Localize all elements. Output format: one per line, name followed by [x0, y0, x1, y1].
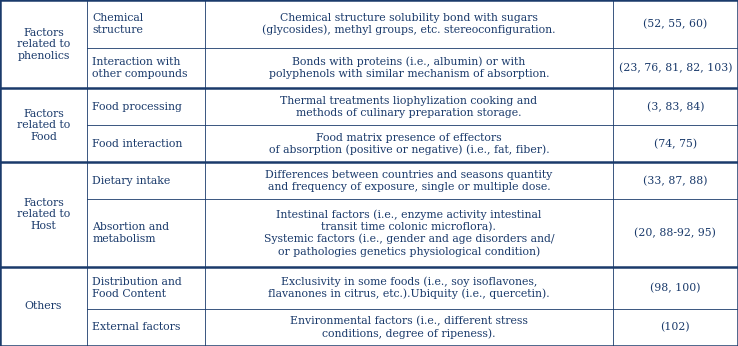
Text: Bonds with proteins (i.e., albumin) or with
polyphenols with similar mechanism o: Bonds with proteins (i.e., albumin) or w… [269, 57, 549, 79]
Text: Others: Others [25, 301, 62, 311]
Text: (23, 76, 81, 82, 103): (23, 76, 81, 82, 103) [618, 63, 732, 73]
Text: (52, 55, 60): (52, 55, 60) [643, 19, 708, 29]
Text: Food processing: Food processing [92, 102, 182, 112]
Text: (98, 100): (98, 100) [650, 283, 700, 293]
Text: Chemical
structure: Chemical structure [92, 13, 143, 35]
Text: Factors
related to
phenolics: Factors related to phenolics [17, 28, 70, 61]
Text: Thermal treatments liophylization cooking and
methods of culinary preparation st: Thermal treatments liophylization cookin… [280, 96, 537, 118]
Text: External factors: External factors [92, 322, 181, 333]
Text: Exclusivity in some foods (i.e., soy isoflavones,
flavanones in citrus, etc.).Ub: Exclusivity in some foods (i.e., soy iso… [268, 276, 550, 299]
Text: Dietary intake: Dietary intake [92, 176, 170, 186]
Text: (74, 75): (74, 75) [654, 139, 697, 149]
Text: (33, 87, 88): (33, 87, 88) [643, 176, 708, 186]
Text: Interaction with
other compounds: Interaction with other compounds [92, 57, 187, 79]
Text: Factors
related to
Host: Factors related to Host [17, 198, 70, 231]
Text: (102): (102) [661, 322, 690, 333]
Text: Distribution and
Food Content: Distribution and Food Content [92, 277, 182, 299]
Text: Food interaction: Food interaction [92, 139, 182, 149]
Text: Environmental factors (i.e., different stress
conditions, degree of ripeness).: Environmental factors (i.e., different s… [290, 316, 528, 339]
Text: Factors
related to
Food: Factors related to Food [17, 109, 70, 142]
Text: (3, 83, 84): (3, 83, 84) [646, 102, 704, 112]
Text: Chemical structure solubility bond with sugars
(glycosides), methyl groups, etc.: Chemical structure solubility bond with … [262, 13, 556, 35]
Text: Absortion and
metabolism: Absortion and metabolism [92, 222, 170, 244]
Text: (20, 88-92, 95): (20, 88-92, 95) [635, 228, 716, 238]
Text: Intestinal factors (i.e., enzyme activity intestinal
transit time colonic microf: Intestinal factors (i.e., enzyme activit… [263, 209, 554, 257]
Text: Food matrix presence of effectors
of absorption (positive or negative) (i.e., fa: Food matrix presence of effectors of abs… [269, 133, 549, 155]
Text: Differences between countries and seasons quantity
and frequency of exposure, si: Differences between countries and season… [265, 170, 553, 192]
